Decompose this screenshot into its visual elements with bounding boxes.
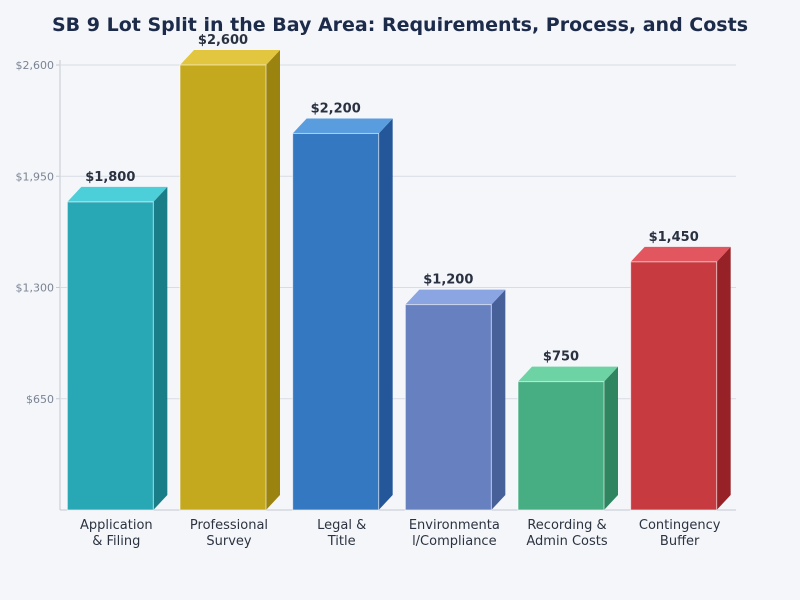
y-tick-label: $2,600: [16, 59, 55, 72]
y-tick-label: $650: [26, 393, 54, 406]
x-tick-label: l/Compliance: [412, 534, 497, 549]
data-label: $2,200: [311, 101, 361, 116]
bar-top: [630, 246, 731, 262]
data-label: $1,450: [649, 230, 699, 245]
bar-top: [292, 118, 393, 134]
x-tick-label: Survey: [206, 534, 252, 549]
bar-top: [405, 289, 506, 305]
y-tick-label: $1,950: [16, 170, 55, 183]
bar-side: [153, 186, 168, 510]
x-tick-label: Application: [80, 518, 153, 533]
bar: [404, 304, 492, 511]
bar: [179, 64, 267, 511]
bar-top: [180, 50, 280, 65]
data-label: $2,600: [198, 33, 248, 48]
bar: [292, 132, 380, 511]
bar-side: [604, 366, 618, 510]
y-tick-label: $1,300: [16, 282, 55, 295]
bar-side: [716, 246, 731, 511]
x-tick-label: Admin Costs: [526, 534, 607, 549]
bar-top: [67, 186, 168, 202]
bar: [517, 381, 605, 511]
bar: [66, 201, 154, 511]
bar: [630, 261, 718, 511]
data-label: $1,800: [85, 170, 135, 185]
bar-top: [518, 366, 618, 382]
x-tick-label: Title: [327, 534, 356, 549]
bar-side: [266, 50, 280, 510]
x-tick-label: Buffer: [660, 534, 700, 549]
x-tick-label: Recording &: [527, 518, 606, 533]
bar-side: [378, 118, 393, 510]
data-label: $1,200: [423, 273, 473, 288]
x-tick-label: Contingency: [639, 518, 721, 533]
chart-title: SB 9 Lot Split in the Bay Area: Requirem…: [51, 14, 748, 36]
bar-side: [491, 289, 506, 510]
x-tick-label: Environmenta: [409, 518, 500, 533]
x-tick-label: & Filing: [92, 534, 140, 549]
x-tick-label: Professional: [190, 518, 268, 533]
data-label: $750: [543, 350, 579, 365]
x-tick-label: Legal &: [317, 518, 366, 533]
